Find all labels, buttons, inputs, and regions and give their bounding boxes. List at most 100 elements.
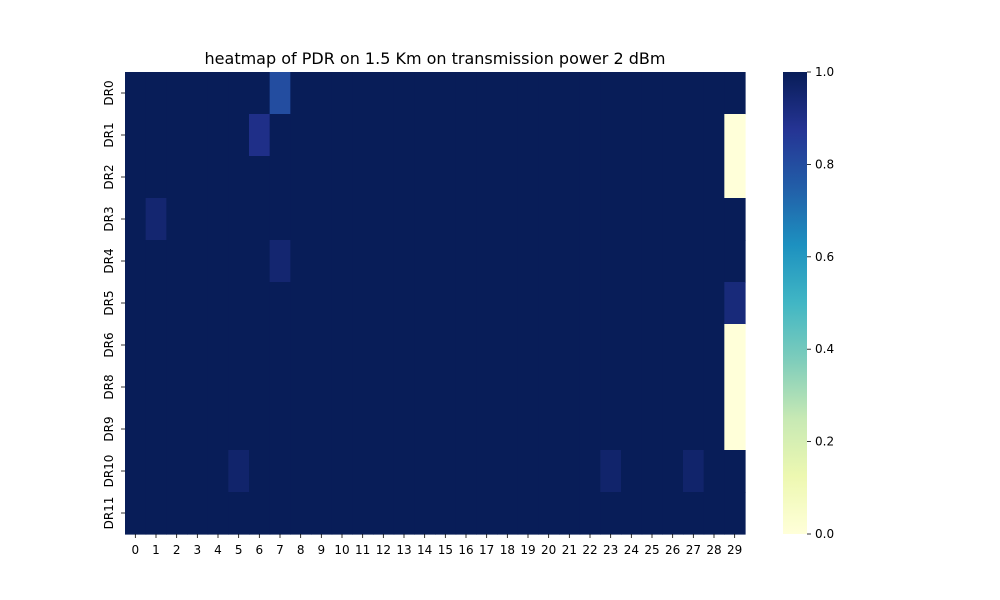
heatmap-cell <box>703 198 725 241</box>
heatmap-cell <box>517 282 539 325</box>
x-tick-label: 4 <box>214 543 222 557</box>
heatmap-cell <box>352 450 374 493</box>
heatmap-cell <box>145 198 167 241</box>
heatmap-cell <box>228 114 250 157</box>
heatmap-cell <box>249 72 271 115</box>
heatmap-cell <box>166 72 188 115</box>
heatmap-cell <box>683 240 705 283</box>
heatmap-cell <box>641 450 663 493</box>
heatmap-cell <box>269 366 291 409</box>
heatmap-cell <box>290 492 312 535</box>
heatmap-cell <box>724 240 746 283</box>
x-tick-label: 9 <box>318 543 326 557</box>
heatmap-cell <box>269 156 291 199</box>
heatmap-cell <box>621 408 643 451</box>
heatmap-cell <box>352 492 374 535</box>
heatmap-cell <box>703 408 725 451</box>
x-tick-label: 1 <box>152 543 160 557</box>
heatmap-cell <box>125 156 147 199</box>
heatmap-cell <box>166 450 188 493</box>
x-tick-label: 0 <box>132 543 140 557</box>
heatmap-cell <box>600 282 622 325</box>
heatmap-cell <box>414 72 436 115</box>
x-tick-label: 24 <box>624 543 639 557</box>
heatmap-cell <box>538 240 560 283</box>
heatmap-cell <box>373 408 395 451</box>
heatmap-cell <box>455 114 477 157</box>
heatmap-cell <box>187 156 209 199</box>
heatmap-cell <box>662 282 684 325</box>
x-tick-label: 3 <box>194 543 202 557</box>
heatmap-cell <box>311 240 333 283</box>
heatmap-cell <box>559 408 581 451</box>
heatmap-cell <box>311 72 333 115</box>
heatmap-cell <box>497 408 519 451</box>
heatmap-cell <box>662 240 684 283</box>
x-tick-label: 18 <box>500 543 515 557</box>
heatmap-cell <box>125 408 147 451</box>
heatmap-cell <box>497 282 519 325</box>
heatmap-cell <box>641 324 663 367</box>
heatmap-cell <box>517 408 539 451</box>
heatmap-cell <box>476 198 498 241</box>
heatmap-cell <box>331 324 353 367</box>
heatmap-cell <box>703 240 725 283</box>
heatmap-cell <box>393 408 415 451</box>
heatmap-cell <box>621 240 643 283</box>
heatmap-cell <box>724 156 746 199</box>
y-tick-label: DR11 <box>102 497 116 530</box>
heatmap-cell <box>497 450 519 493</box>
heatmap-cell <box>662 450 684 493</box>
heatmap-cell <box>228 240 250 283</box>
heatmap-cell <box>393 198 415 241</box>
heatmap-cell <box>125 282 147 325</box>
heatmap-cell <box>352 72 374 115</box>
heatmap-cell <box>662 408 684 451</box>
x-tick-label: 8 <box>297 543 305 557</box>
heatmap-cell <box>145 408 167 451</box>
heatmap-cell <box>435 282 457 325</box>
heatmap-cell <box>125 366 147 409</box>
heatmap-cell <box>228 366 250 409</box>
x-tick-label: 15 <box>438 543 453 557</box>
heatmap-cell <box>703 72 725 115</box>
heatmap-cell <box>724 450 746 493</box>
heatmap-cell <box>455 72 477 115</box>
heatmap-cell <box>414 366 436 409</box>
heatmap-cell <box>435 492 457 535</box>
heatmap-cell <box>476 366 498 409</box>
heatmap-cell <box>435 156 457 199</box>
heatmap-cell <box>228 492 250 535</box>
heatmap-cell <box>249 324 271 367</box>
heatmap-cell <box>125 114 147 157</box>
heatmap-cell <box>125 450 147 493</box>
heatmap-cell <box>249 408 271 451</box>
heatmap-cell <box>703 324 725 367</box>
heatmap-cell <box>435 114 457 157</box>
heatmap-cell <box>517 324 539 367</box>
heatmap-cell <box>600 324 622 367</box>
heatmap-cell <box>435 198 457 241</box>
heatmap-cell <box>187 450 209 493</box>
heatmap-cell <box>393 156 415 199</box>
heatmap-cell <box>373 198 395 241</box>
heatmap-cell <box>352 240 374 283</box>
heatmap-cell <box>290 198 312 241</box>
heatmap-cell <box>559 492 581 535</box>
heatmap-cell <box>269 408 291 451</box>
heatmap-cell <box>455 198 477 241</box>
heatmap-cell <box>703 450 725 493</box>
heatmap-cell <box>373 324 395 367</box>
heatmap-cell <box>621 114 643 157</box>
heatmap-cell <box>641 240 663 283</box>
heatmap-cell <box>207 72 229 115</box>
heatmap-cell <box>393 324 415 367</box>
heatmap-cell <box>166 492 188 535</box>
heatmap-cell <box>600 72 622 115</box>
heatmap-cell <box>579 72 601 115</box>
heatmap-cell <box>373 72 395 115</box>
heatmap-cell <box>641 114 663 157</box>
y-tick-label: DR10 <box>102 455 116 488</box>
heatmap-cell <box>517 240 539 283</box>
heatmap-cell <box>311 366 333 409</box>
